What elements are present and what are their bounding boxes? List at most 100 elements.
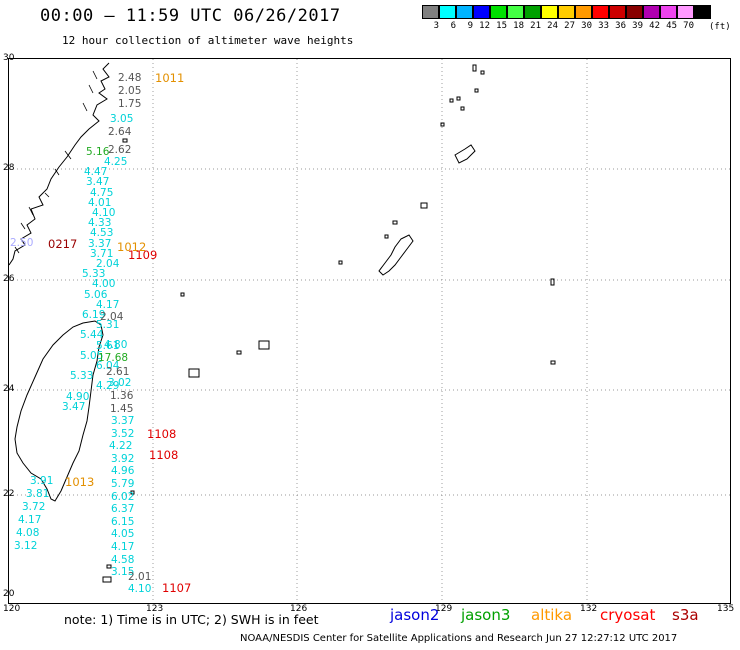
- wave-height-value: 2.01: [128, 571, 152, 583]
- wave-height-value: 4.10: [92, 207, 116, 219]
- wave-height-value: 3.91: [30, 475, 54, 487]
- legend-swatches: [422, 5, 728, 19]
- note-text: note: 1) Time is in UTC; 2) SWH is in fe…: [64, 612, 319, 627]
- legend-tick-label: 36: [615, 21, 626, 31]
- map-grid: [9, 59, 730, 603]
- mission-s3a: s3a: [672, 606, 699, 624]
- wave-height-value: 3.12: [14, 540, 38, 552]
- wave-height-value: 5.33: [70, 370, 94, 383]
- wave-height-value: 3.71: [90, 247, 114, 260]
- wave-height-value: 4.08: [16, 527, 40, 539]
- wave-height-value: 3.15: [111, 566, 135, 579]
- wave-height-value: 3.37: [88, 237, 112, 250]
- legend-tick-label: 21: [530, 21, 541, 31]
- wave-height-value: 3.52: [111, 427, 135, 440]
- wave-height-value: 5.61: [96, 339, 120, 352]
- wave-height-value: 3.02: [108, 377, 132, 389]
- legend-tick-label: 70: [683, 21, 694, 31]
- wave-height-value: 4.10: [128, 583, 152, 595]
- legend-swatch: [422, 5, 439, 19]
- legend-tick-label: 27: [564, 21, 575, 31]
- wave-height-value: 2.50: [10, 237, 34, 249]
- lon-label: 126: [290, 604, 308, 614]
- mission-jason3: jason3: [461, 606, 511, 624]
- wave-height-value: 6.19: [82, 309, 106, 321]
- time-label: 1011: [155, 71, 185, 85]
- legend-tick-label: 42: [649, 21, 660, 31]
- wave-height-value: 4.01: [88, 196, 112, 209]
- wave-height-value: 4.96: [111, 465, 135, 478]
- wave-height-value: 4.29: [96, 380, 120, 393]
- wave-height-value: 5.79: [111, 478, 135, 490]
- legend-tick-label: 6: [450, 21, 456, 31]
- time-label: 1108: [147, 427, 177, 441]
- wave-height-value: 3.37: [111, 415, 135, 427]
- time-label: 1107: [162, 581, 192, 595]
- legend-tick-label: 9: [467, 21, 473, 31]
- lat-label: 30: [3, 53, 15, 63]
- time-label: 1013: [65, 475, 95, 489]
- wave-height-value: 4.47: [84, 166, 108, 179]
- page-title: 00:00 – 11:59 UTC 06/26/2017: [40, 6, 341, 26]
- legend-swatch: [541, 5, 558, 19]
- lat-label: 22: [3, 489, 15, 499]
- wave-height-value: 4.33: [88, 217, 112, 230]
- lat-label: 24: [3, 384, 15, 394]
- mission-cryosat: cryosat: [600, 606, 656, 624]
- legend-swatch: [643, 5, 660, 19]
- amami-island: [454, 144, 476, 164]
- wave-height-value: 5.05: [80, 349, 104, 362]
- wave-height-value: 3.92: [111, 452, 135, 465]
- wave-height-value: 3.47: [86, 176, 110, 189]
- wave-height-value: 3.72: [22, 501, 46, 513]
- wave-height-map: 30 28 26 24 22 20 120 123 126 129 132 13…: [3, 53, 734, 614]
- legend-tick-label: 12: [479, 21, 490, 31]
- mission-jason2: jason2: [390, 606, 440, 624]
- wave-height-value: 4.05: [111, 528, 135, 541]
- lat-label: 26: [3, 274, 15, 284]
- wave-height-value: 3.47: [62, 400, 86, 413]
- legend-tick-label: 30: [581, 21, 592, 31]
- wave-height-value: 4.58: [111, 553, 135, 566]
- legend-swatch: [456, 5, 473, 19]
- legend-unit: (ft): [709, 22, 731, 32]
- lon-label: 132: [580, 604, 598, 614]
- legend-swatch: [677, 5, 694, 19]
- legend-tick-label: 18: [513, 21, 524, 31]
- legend-tick-label: 33: [598, 21, 609, 31]
- footer-credit: NOAA/NESDIS Center for Satellite Applica…: [240, 633, 678, 644]
- legend-swatch: [660, 5, 677, 19]
- lat-label: 20: [3, 589, 15, 599]
- wave-height-value: 4.17: [18, 514, 42, 526]
- wave-height-value: 2.61: [106, 366, 130, 378]
- legend-tick-label: 45: [666, 21, 677, 31]
- wave-height-value: 2.62: [108, 144, 132, 156]
- legend-swatch: [558, 5, 575, 19]
- taiwan-coastline: [14, 320, 104, 502]
- legend-ticks: 3 6 9 12 15 18 21 24 27 30 33 36 39 42 45 70: [422, 21, 728, 31]
- wave-height-value: 5.16: [86, 146, 110, 158]
- wave-height-value: 5.33: [82, 268, 106, 281]
- legend-swatch: [609, 5, 626, 19]
- wave-height-value: 17.68: [98, 352, 129, 364]
- lon-label: 129: [435, 604, 453, 614]
- time-label: 0217: [48, 237, 78, 251]
- legend-swatch: [524, 5, 541, 19]
- wave-height-value: 2.48: [118, 72, 142, 84]
- wave-height-value: 6.02: [111, 490, 135, 503]
- lat-label: 28: [3, 163, 15, 173]
- wave-height-value: 4.53: [90, 227, 114, 240]
- color-legend: 3 6 9 12 15 18 21 24 27 30 33 36 39 42 45 70 (ft): [422, 5, 731, 39]
- wave-height-value: 4.90: [66, 390, 90, 403]
- time-label: 1109: [128, 248, 158, 262]
- small-islands: [102, 64, 556, 583]
- wave-height-value: 1.36: [110, 390, 134, 402]
- wave-height-value: 4.25: [104, 156, 128, 168]
- time-label: 1108: [149, 448, 179, 462]
- wave-height-value: 2.04: [96, 258, 120, 270]
- wave-height-value: 4.75: [90, 186, 114, 199]
- wave-height-value: 1.45: [110, 402, 134, 415]
- legend-swatch: [473, 5, 490, 19]
- legend-swatch: [626, 5, 643, 19]
- wave-height-value: 4.00: [92, 278, 116, 291]
